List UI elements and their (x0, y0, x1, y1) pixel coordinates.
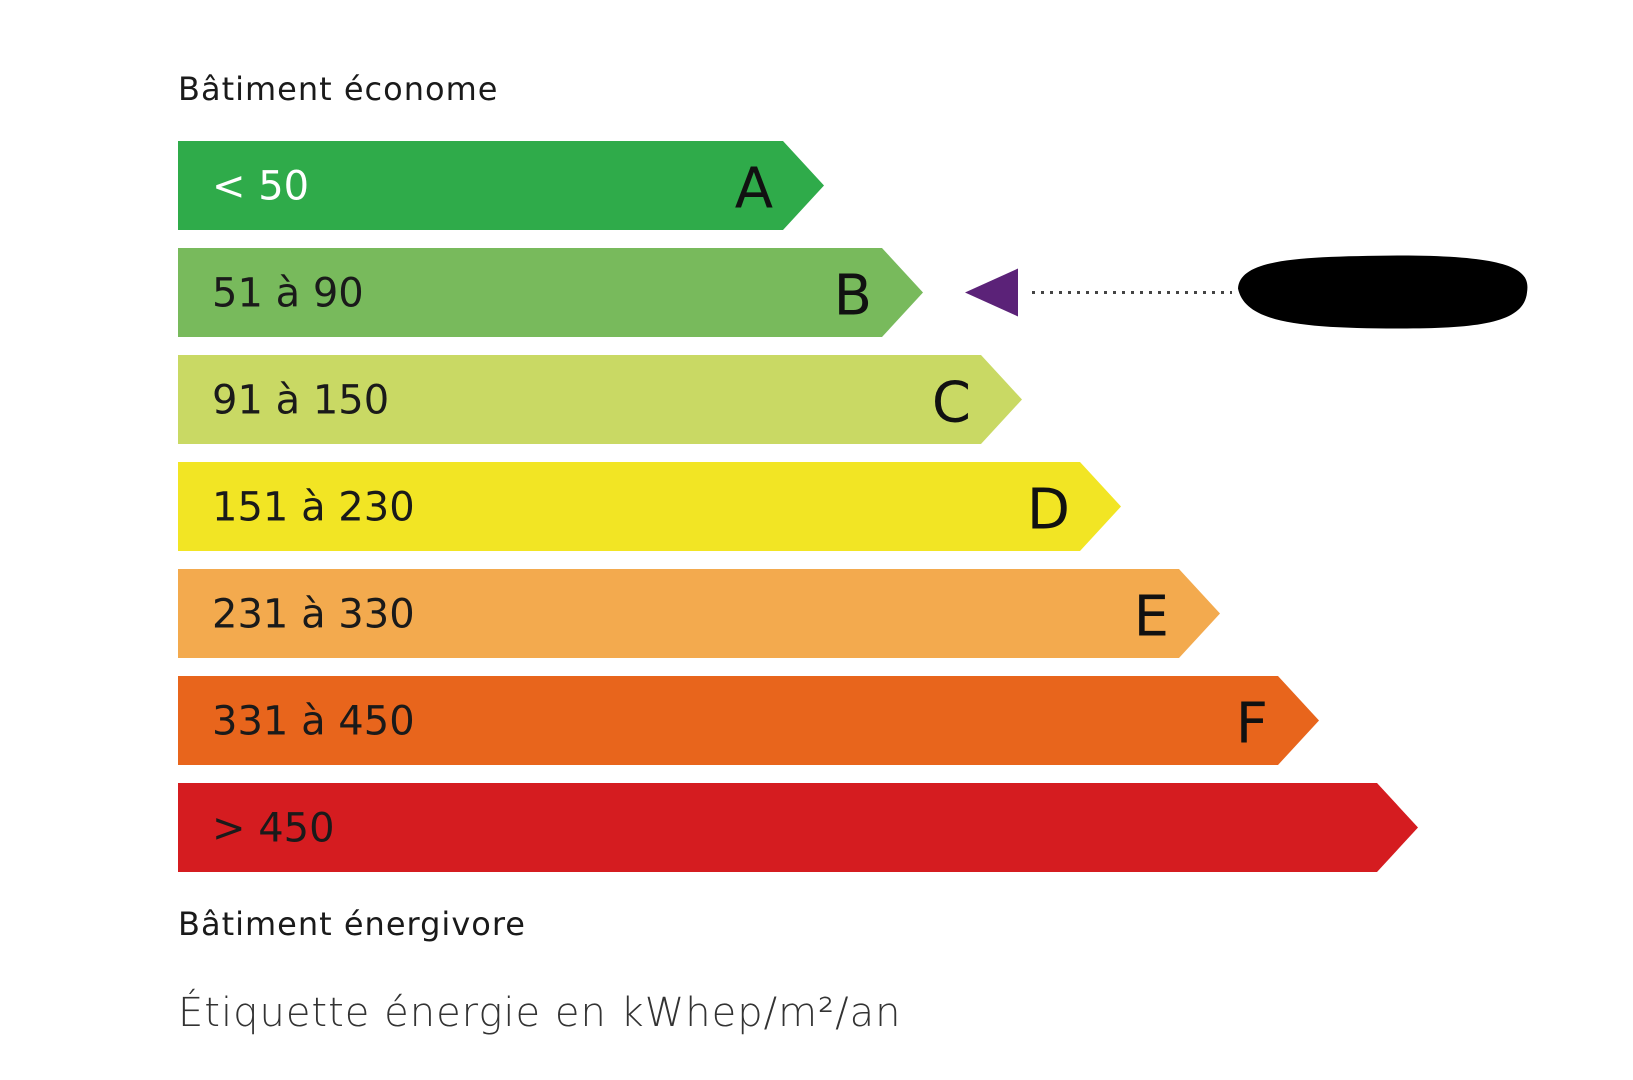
range-label-b: 51 à 90 (212, 271, 364, 317)
bar-c (178, 355, 1022, 444)
class-letter-b: B (834, 264, 872, 329)
bar-g (178, 783, 1418, 872)
indicator-arrow-icon (965, 268, 1018, 317)
range-label-d: 151 à 230 (212, 485, 415, 531)
unit-caption: Étiquette énergie en kWhep/m²/an (178, 990, 902, 1036)
bar-e (178, 569, 1220, 658)
class-letter-d: D (1027, 478, 1070, 543)
bar-d (178, 462, 1121, 551)
range-label-g: > 450 (212, 806, 335, 852)
redacted-value-blob (1238, 255, 1528, 329)
class-letter-e: E (1134, 585, 1169, 650)
range-label-a: < 50 (212, 164, 309, 210)
range-label-f: 331 à 450 (212, 699, 415, 745)
range-label-e: 231 à 330 (212, 592, 415, 638)
class-letter-a: A (735, 157, 773, 222)
bar-b (178, 248, 923, 337)
range-label-c: 91 à 150 (212, 378, 389, 424)
bar-a (178, 141, 824, 230)
bottom-caption: Bâtiment énergivore (178, 905, 526, 943)
top-caption: Bâtiment économe (178, 70, 499, 108)
class-letter-c: C (932, 371, 971, 436)
bar-f (178, 676, 1319, 765)
class-letter-f: F (1236, 692, 1268, 757)
